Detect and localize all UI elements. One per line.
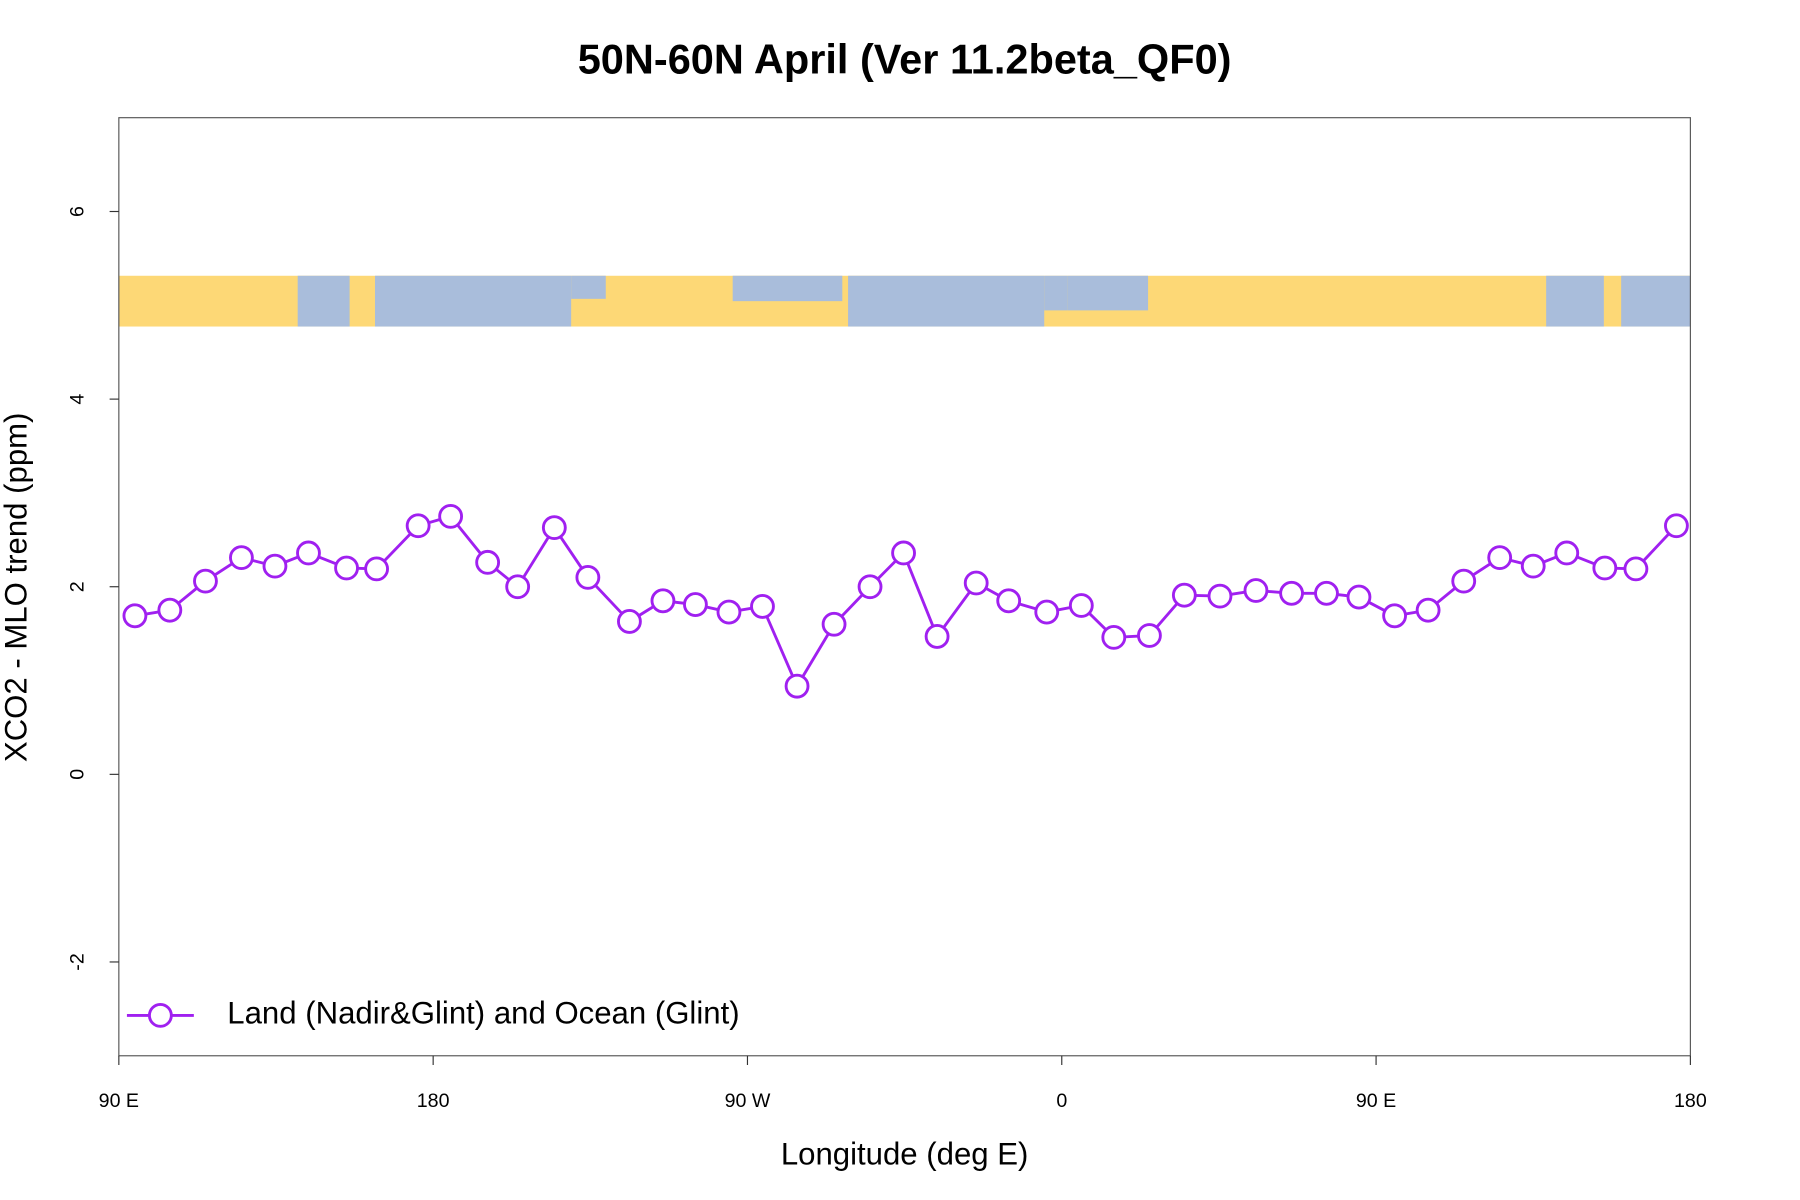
map-ocean — [848, 275, 1045, 327]
data-point — [716, 599, 742, 625]
data-point — [650, 588, 676, 614]
data-point — [1068, 593, 1094, 618]
data-point — [1034, 599, 1060, 625]
legend-marker — [147, 1002, 173, 1028]
x-tick-label: 0 — [1056, 1090, 1067, 1112]
data-point — [1382, 603, 1407, 629]
data-point — [821, 611, 847, 637]
map-ocean — [375, 275, 572, 327]
data-point — [963, 570, 989, 596]
data-point — [1664, 513, 1689, 539]
x-tick-label: 90 E — [1356, 1090, 1396, 1112]
data-point — [1451, 568, 1477, 594]
data-point — [1207, 583, 1233, 609]
y-tick-label: 2 — [67, 581, 89, 592]
map-strip — [118, 275, 1691, 327]
map-ocean — [1546, 275, 1604, 327]
map-ocean — [1067, 275, 1149, 311]
data-point — [505, 574, 531, 600]
map-ocean — [1044, 275, 1068, 311]
data-point — [1243, 578, 1269, 603]
data-point — [122, 603, 148, 629]
x-axis-label: Longitude (deg E) — [781, 1136, 1029, 1171]
data-point — [857, 574, 883, 600]
data-point — [1592, 555, 1618, 581]
x-tick-label: 90 E — [99, 1090, 139, 1112]
data-point — [1279, 580, 1304, 606]
data-point — [334, 555, 359, 581]
data-point — [617, 609, 642, 634]
data-point — [1137, 623, 1162, 648]
data-point — [262, 553, 288, 579]
data-point — [364, 556, 389, 582]
data-point — [1415, 597, 1441, 623]
data-point — [1623, 556, 1649, 582]
x-tick-label: 180 — [417, 1090, 450, 1112]
data-point — [1520, 553, 1546, 579]
x-tick-label: 180 — [1674, 1090, 1707, 1112]
data-point — [193, 568, 218, 594]
chart-title: 50N-60N April (Ver 11.2beta_QF0) — [578, 35, 1232, 82]
map-ocean — [297, 275, 350, 327]
data-point — [1346, 584, 1372, 610]
y-tick-label: 0 — [67, 769, 89, 780]
data-point — [296, 540, 321, 566]
x-tick-label: 90 W — [725, 1090, 771, 1112]
data-point — [1554, 540, 1580, 566]
data-point — [157, 597, 183, 623]
data-point — [1487, 545, 1513, 571]
data-point — [575, 564, 601, 590]
data-point — [475, 549, 501, 575]
data-point — [996, 588, 1022, 614]
y-tick-label: 6 — [67, 206, 89, 217]
data-point — [1314, 580, 1339, 606]
data-point — [229, 545, 254, 571]
data-point — [405, 513, 431, 539]
data-point — [891, 540, 916, 566]
data-point — [683, 592, 708, 617]
data-point — [541, 515, 567, 541]
data-point — [784, 673, 810, 699]
data-point — [924, 624, 950, 649]
data-point — [1101, 624, 1127, 650]
y-tick-label: -2 — [67, 953, 89, 970]
y-tick-label: 4 — [67, 394, 89, 405]
data-point — [438, 503, 464, 529]
data-point — [750, 594, 775, 619]
y-axis-label: XCO2 - MLO trend (ppm) — [0, 413, 34, 763]
legend-label: Land (Nadir&Glint) and Ocean (Glint) — [227, 996, 739, 1031]
map-ocean — [571, 275, 606, 299]
data-point — [1171, 582, 1197, 608]
map-ocean — [732, 275, 843, 302]
map-ocean — [1621, 275, 1691, 327]
